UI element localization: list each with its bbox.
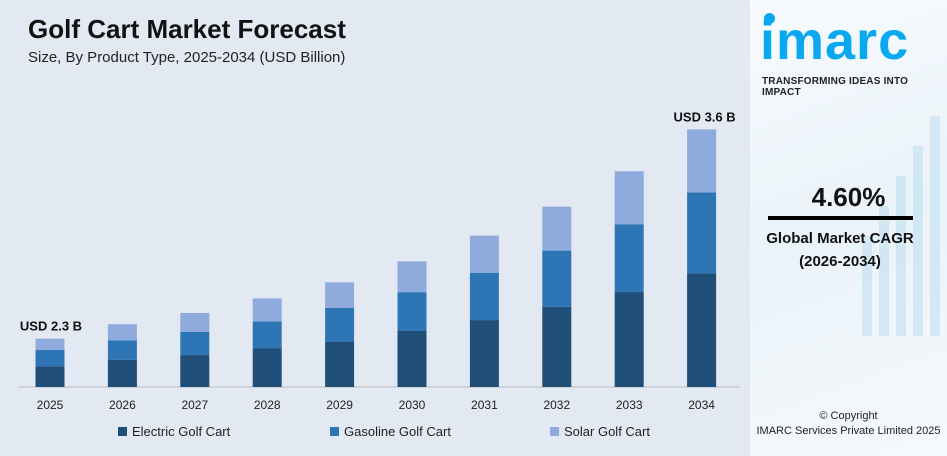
bar-segment-2025-0 bbox=[35, 366, 65, 387]
x-tick-label: 2034 bbox=[688, 398, 715, 412]
bar-segment-2032-2 bbox=[542, 206, 572, 251]
bar-segment-2033-0 bbox=[614, 292, 644, 387]
legend-label: Solar Golf Cart bbox=[564, 424, 650, 439]
cagr-value: 4.60% bbox=[811, 182, 886, 212]
cagr-label: Global Market CAGR bbox=[766, 230, 914, 247]
info-sidebar: imarc TRANSFORMING IDEAS INTO IMPACT 4.6… bbox=[750, 0, 947, 456]
bar-segment-2032-1 bbox=[542, 250, 572, 307]
x-tick-label: 2033 bbox=[616, 398, 643, 412]
bar-segment-2033-1 bbox=[614, 224, 644, 293]
data-label: USD 2.3 B bbox=[20, 319, 82, 334]
bar-segment-2030-1 bbox=[397, 292, 427, 331]
bar-segment-2026-0 bbox=[107, 359, 137, 387]
legend-label: Electric Golf Cart bbox=[132, 424, 231, 439]
bar-segment-2029-2 bbox=[325, 282, 355, 309]
bar-segment-2029-1 bbox=[325, 308, 355, 342]
bar-segment-2032-0 bbox=[542, 306, 572, 387]
copyright: © Copyright bbox=[819, 410, 878, 422]
bar-segment-2026-2 bbox=[107, 324, 137, 341]
bar-segment-2034-0 bbox=[687, 273, 717, 387]
divider bbox=[768, 216, 913, 220]
x-tick-label: 2027 bbox=[181, 398, 208, 412]
bar-segment-2034-1 bbox=[687, 192, 717, 274]
bar-segment-2027-0 bbox=[180, 355, 210, 387]
chart-subtitle: Size, By Product Type, 2025-2034 (USD Bi… bbox=[28, 49, 346, 66]
legend-item: Gasoline Golf Cart bbox=[330, 424, 451, 439]
bar-segment-2028-1 bbox=[252, 321, 282, 349]
x-tick-label: 2030 bbox=[399, 398, 426, 412]
x-tick-label: 2031 bbox=[471, 398, 498, 412]
legend-swatch bbox=[118, 427, 127, 436]
bar-segment-2025-1 bbox=[35, 350, 65, 367]
bar-segment-2030-0 bbox=[397, 330, 427, 387]
x-tick-label: 2029 bbox=[326, 398, 353, 412]
bar-segment-2030-2 bbox=[397, 261, 427, 293]
bar-segment-2033-2 bbox=[614, 171, 644, 225]
chart-panel: Golf Cart Market Forecast Size, By Produ… bbox=[0, 0, 750, 456]
chart-title: Golf Cart Market Forecast bbox=[28, 14, 346, 44]
bar-segment-2028-0 bbox=[252, 348, 282, 387]
decorative-chart-image bbox=[862, 116, 940, 336]
logo-tagline: TRANSFORMING IDEAS INTO IMPACT bbox=[762, 76, 909, 98]
bar-segment-2031-1 bbox=[469, 272, 499, 321]
legend-swatch bbox=[330, 427, 339, 436]
legend-swatch bbox=[550, 427, 559, 436]
x-tick-label: 2032 bbox=[543, 398, 570, 412]
logo-dot bbox=[764, 13, 775, 24]
bar-chart: 2025 USD 2.3 B 2026 2027 2028 2029 2030 2031 203… bbox=[18, 109, 740, 412]
legend-label: Gasoline Golf Cart bbox=[344, 424, 451, 439]
bar-segment-2034-2 bbox=[687, 129, 717, 193]
company-name: IMARC Services Private Limited 2025 bbox=[756, 425, 941, 437]
bar-segment-2028-2 bbox=[252, 298, 282, 322]
bar-segment-2031-0 bbox=[469, 320, 499, 387]
imarc-logo: imarc bbox=[760, 11, 910, 71]
bar-segment-2026-1 bbox=[107, 340, 137, 360]
data-label: USD 3.6 B bbox=[674, 109, 736, 124]
bar-segment-2029-0 bbox=[325, 341, 355, 387]
legend-item: Electric Golf Cart bbox=[118, 424, 230, 439]
bar-segment-2031-2 bbox=[469, 235, 499, 273]
legend-item: Solar Golf Cart bbox=[550, 424, 650, 439]
bar-segment-2025-2 bbox=[35, 338, 65, 351]
x-tick-label: 2025 bbox=[37, 398, 64, 412]
cagr-period: (2026-2034) bbox=[799, 253, 881, 270]
x-tick-label: 2028 bbox=[254, 398, 281, 412]
bar-segment-2027-1 bbox=[180, 331, 210, 356]
bar-segment-2027-2 bbox=[180, 312, 210, 332]
x-tick-label: 2026 bbox=[109, 398, 136, 412]
